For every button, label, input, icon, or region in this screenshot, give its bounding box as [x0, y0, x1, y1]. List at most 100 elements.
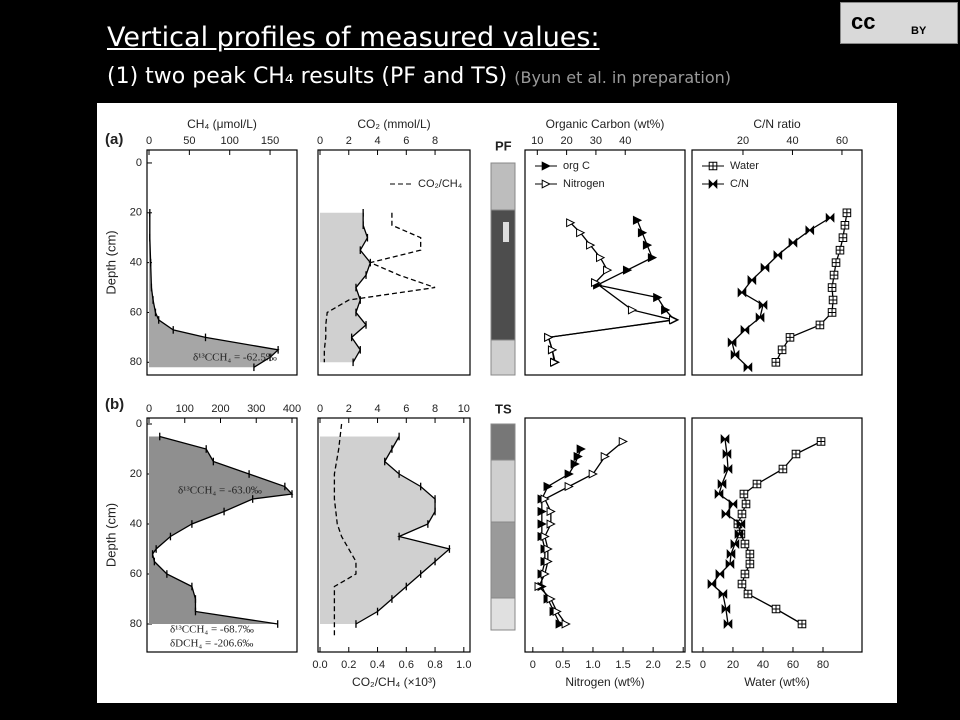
plot-frame [146, 149, 298, 376]
marker [773, 250, 783, 261]
marker [561, 619, 571, 629]
marker [714, 488, 724, 500]
legend-label: Nitrogen [563, 178, 605, 190]
marker [708, 178, 718, 190]
area [320, 212, 371, 363]
badge-cc: cc [851, 9, 876, 34]
marker [737, 509, 747, 519]
marker [825, 212, 835, 223]
marker [720, 433, 730, 445]
marker [576, 228, 586, 238]
marker [736, 518, 746, 530]
x-tick-label: 40 [757, 659, 769, 671]
marker [544, 332, 554, 342]
marker [726, 548, 736, 560]
marker [588, 469, 598, 479]
x-tick-label: 4 [374, 135, 380, 147]
marker [543, 544, 553, 554]
marker [647, 253, 658, 263]
plot-frame [691, 149, 863, 376]
plot-frame [524, 149, 686, 376]
x-tick-label: 80 [817, 659, 829, 671]
marker [755, 312, 765, 323]
marker [740, 539, 750, 549]
y-tick-label: 40 [130, 257, 142, 269]
marker [831, 258, 841, 267]
marker [721, 603, 731, 615]
marker [717, 478, 727, 490]
marker [537, 519, 547, 529]
marker [771, 357, 781, 367]
citation-note: (Byun et al. in preparation) [514, 68, 732, 87]
marker [661, 305, 671, 315]
x-tick-label: 40 [619, 135, 631, 147]
y-tick-label: 60 [130, 568, 142, 580]
marker [622, 265, 633, 275]
marker [745, 559, 755, 569]
plot-frame [317, 149, 471, 376]
marker [730, 349, 740, 360]
marker [596, 253, 606, 263]
marker [788, 237, 798, 248]
marker [715, 568, 725, 580]
marker [725, 558, 735, 570]
x-tick-label: 2.0 [645, 659, 660, 671]
marker [591, 277, 601, 288]
legend-label: C/N [730, 178, 749, 190]
marker [741, 499, 751, 509]
license-badge: cc BY [840, 2, 958, 44]
marker [828, 295, 838, 305]
x-tick-label: 0.5 [555, 659, 570, 671]
y-tick-label: 80 [130, 356, 142, 368]
x-tick-label: 0 [317, 135, 323, 147]
x-axis-title: Organic Carbon (wt%) [546, 117, 665, 131]
marker [552, 606, 562, 617]
x-tick-label: 10 [531, 135, 543, 147]
marker [737, 579, 747, 589]
subtitle-text: (1) two peak CH₄ results (PF and TS) [107, 64, 508, 89]
x-tick-label: 100 [221, 135, 239, 147]
x-tick-label: 0.8 [427, 659, 442, 671]
x-tick-label: 0 [146, 135, 152, 147]
legend-label: org C [563, 160, 590, 172]
lithology-column [490, 162, 516, 631]
slide-subtitle: (1) two peak CH₄ results (PF and TS) (By… [107, 64, 731, 89]
plot-frame [317, 417, 471, 653]
x-tick-label: 8 [432, 403, 438, 415]
marker [603, 265, 613, 275]
x-tick-label: 0 [530, 659, 536, 671]
x-tick-label: 20 [727, 659, 739, 671]
marker [723, 463, 733, 475]
marker [627, 305, 638, 315]
marker [835, 245, 845, 255]
marker [739, 489, 749, 499]
x-tick-label: 60 [836, 135, 848, 147]
badge-by: BY [911, 25, 927, 37]
x-tick-label: 0 [700, 659, 706, 671]
marker [723, 618, 733, 630]
plot-frame [146, 417, 298, 653]
x-axis-title: Nitrogen (wt%) [565, 675, 644, 689]
marker [797, 619, 807, 629]
marker [771, 604, 781, 614]
x-tick-label: 1.5 [615, 659, 630, 671]
panel-label: (b) [105, 396, 124, 413]
marker [778, 464, 788, 474]
marker [743, 589, 753, 599]
marker [829, 270, 839, 280]
marker [564, 481, 574, 492]
y-tick-label: 40 [130, 518, 142, 530]
x-tick-label: 0 [146, 403, 152, 415]
profile-line [355, 436, 451, 625]
marker [805, 225, 815, 236]
panel-label: (a) [105, 131, 123, 148]
marker [718, 588, 728, 600]
marker [618, 436, 628, 447]
y-tick-label: 20 [130, 468, 142, 480]
marker [541, 179, 551, 189]
marker [737, 287, 747, 298]
marker [838, 233, 848, 243]
y-tick-label: 80 [130, 618, 142, 630]
